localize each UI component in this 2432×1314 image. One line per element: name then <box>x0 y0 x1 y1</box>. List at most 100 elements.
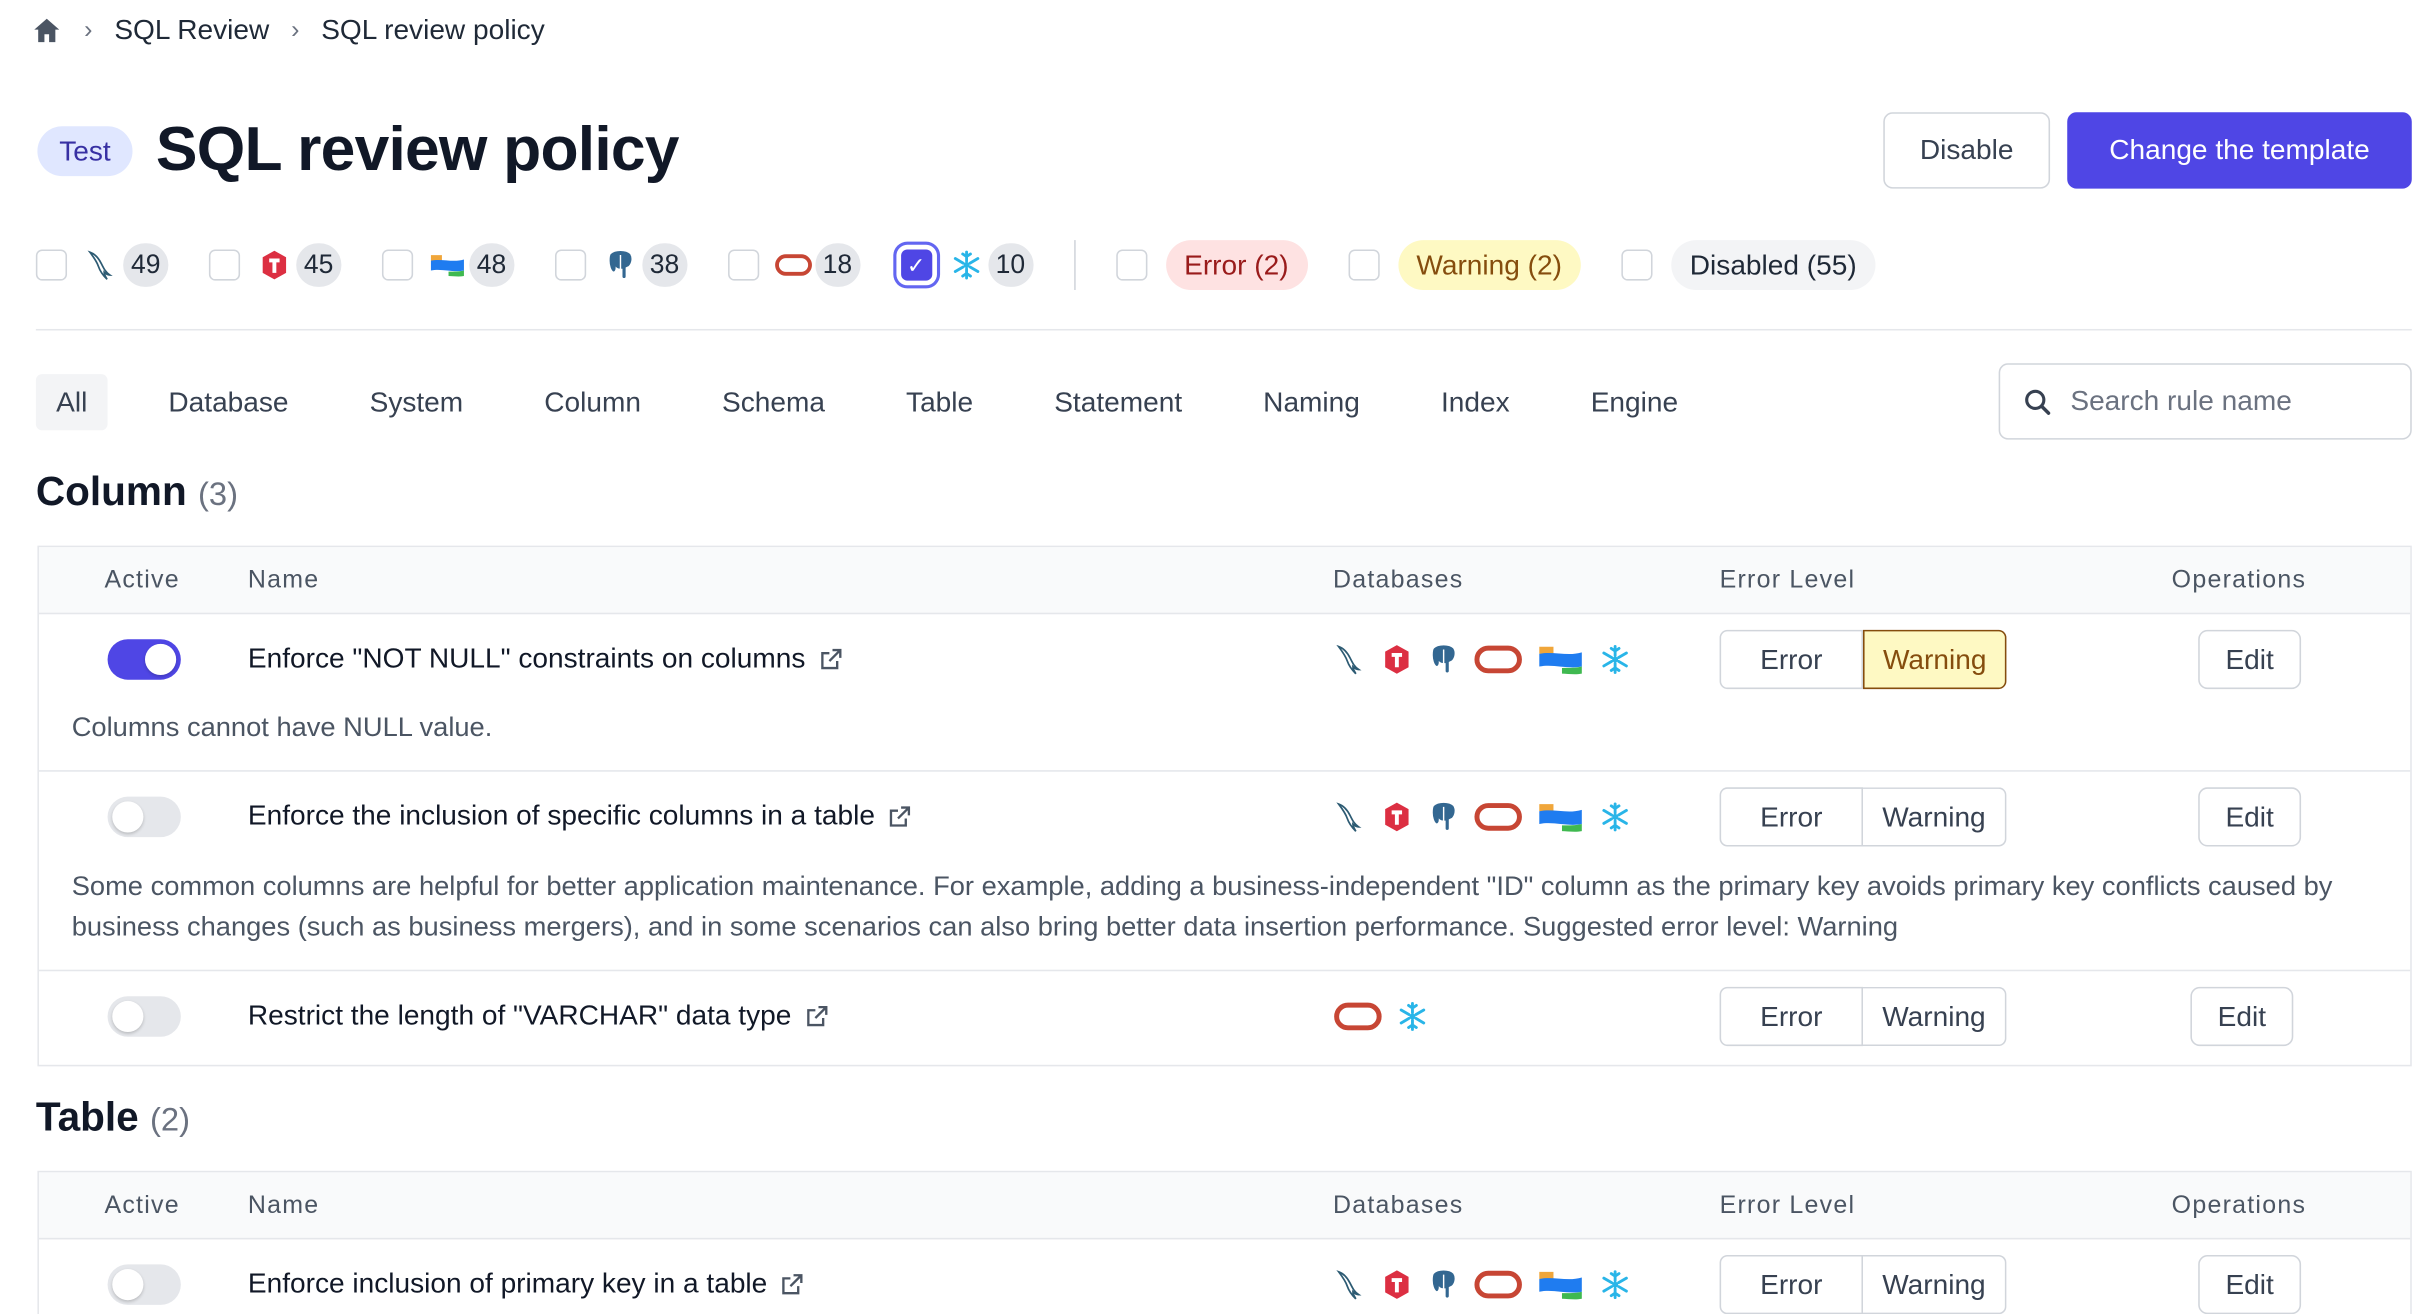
oceanbase-icon <box>1536 1267 1586 1301</box>
tab-column[interactable]: Column <box>544 386 641 418</box>
engine-filter-oracle[interactable]: 18 <box>727 243 860 287</box>
divider <box>35 328 2412 331</box>
table-row: Enforce inclusion of primary key in a ta… <box>39 1239 2410 1314</box>
active-toggle[interactable] <box>107 796 181 838</box>
checkbox[interactable] <box>35 249 68 281</box>
disable-button[interactable]: Disable <box>1883 112 2051 189</box>
checkbox[interactable] <box>1621 249 1653 281</box>
database-icons <box>1333 800 1632 834</box>
external-link-icon[interactable] <box>804 1003 829 1028</box>
active-toggle[interactable] <box>107 996 181 1037</box>
tab-schema[interactable]: Schema <box>722 386 825 418</box>
snowflake-icon <box>947 248 984 282</box>
level-warning-button[interactable]: Warning <box>1863 1254 2007 1314</box>
category-tabs: All Database System Column Schema Table Statem… <box>35 374 1739 431</box>
oracle-icon <box>1333 999 1383 1033</box>
tab-table[interactable]: Table <box>906 386 974 418</box>
chevron-right-icon: › <box>84 16 93 43</box>
level-warning-button[interactable]: Warning <box>1863 787 2007 847</box>
oracle-icon <box>1473 642 1523 676</box>
checkbox[interactable] <box>1115 249 1147 281</box>
rules-table: Active Name Databases Error Level Operat… <box>37 1170 2412 1314</box>
level-warning-button[interactable]: Warning <box>1863 629 2007 690</box>
edit-button[interactable]: Edit <box>2190 986 2294 1047</box>
level-error-button[interactable]: Error <box>1719 986 1864 1047</box>
level-filter[interactable]: Error (2) <box>1115 240 1348 290</box>
external-link-icon[interactable] <box>887 804 912 829</box>
postgresql-icon <box>601 248 638 282</box>
section-title: Column (3) <box>35 467 239 515</box>
checkbox[interactable] <box>381 249 413 281</box>
tidb-icon <box>1380 1267 1414 1301</box>
checkbox[interactable] <box>554 249 586 281</box>
external-link-icon[interactable] <box>818 646 843 671</box>
postgresql-icon <box>1426 642 1460 676</box>
mysql-icon <box>1333 800 1367 834</box>
change-template-button[interactable]: Change the template <box>2067 112 2412 189</box>
rule-count: 48 <box>469 243 515 287</box>
level-warning-button[interactable]: Warning <box>1863 986 2007 1047</box>
edit-button[interactable]: Edit <box>2198 629 2302 690</box>
active-toggle[interactable] <box>107 639 181 680</box>
database-icons <box>1333 999 1430 1033</box>
edit-button[interactable]: Edit <box>2198 1254 2302 1314</box>
column-name: Name <box>247 567 320 594</box>
engine-filter-oceanbase[interactable]: 48 <box>381 243 515 287</box>
tab-statement[interactable]: Statement <box>1054 386 1183 418</box>
postgresql-icon <box>1426 1267 1460 1301</box>
environment-badge: Test <box>37 126 133 177</box>
rule-name[interactable]: Enforce "NOT NULL" constraints on column… <box>247 642 806 674</box>
table-row: Restrict the length of "VARCHAR" data ty… <box>39 971 2410 1065</box>
tab-engine[interactable]: Engine <box>1590 386 1679 418</box>
level-filter[interactable]: Disabled (55) <box>1621 240 1916 290</box>
level-badge: Error (2) <box>1165 240 1308 290</box>
engine-filter-mysql[interactable]: 49 <box>35 243 169 287</box>
level-filter[interactable]: Warning (2) <box>1347 240 1621 290</box>
oracle-icon <box>1473 1267 1523 1301</box>
divider <box>1073 240 1075 290</box>
rule-description: Some common columns are helpful for bett… <box>71 869 2333 942</box>
mysql-icon <box>1333 642 1367 676</box>
database-icons <box>1333 1267 1632 1301</box>
rule-count: 10 <box>987 243 1033 287</box>
tidb-icon <box>1380 800 1414 834</box>
checkbox[interactable] <box>1347 249 1379 281</box>
table-header: Active Name Databases Error Level Operat… <box>38 1172 2411 1240</box>
level-badge: Disabled (55) <box>1671 240 1876 290</box>
section-title: Table (2) <box>35 1092 191 1140</box>
error-level-selector: Error Warning <box>1719 1254 2007 1314</box>
search-input[interactable] <box>2070 385 2383 418</box>
checkbox[interactable] <box>208 249 240 281</box>
tab-index[interactable]: Index <box>1440 386 1510 418</box>
tab-all[interactable]: All <box>35 374 108 431</box>
snowflake-icon <box>1598 1267 1632 1301</box>
tab-naming[interactable]: Naming <box>1263 386 1360 418</box>
search-box[interactable] <box>1998 363 2412 440</box>
column-error-level: Error Level <box>1719 567 1856 594</box>
rule-name[interactable]: Enforce the inclusion of specific column… <box>247 799 875 831</box>
level-error-button[interactable]: Error <box>1719 629 1864 690</box>
tidb-icon <box>1380 642 1414 676</box>
oracle-icon <box>1473 800 1523 834</box>
checkbox[interactable]: ✓ <box>900 249 932 281</box>
external-link-icon[interactable] <box>780 1271 805 1296</box>
column-error-level: Error Level <box>1719 1192 1856 1220</box>
engine-filter-tidb[interactable]: 45 <box>208 243 342 287</box>
checkbox[interactable] <box>727 249 759 281</box>
home-icon[interactable] <box>31 15 62 46</box>
engine-filter-postgresql[interactable]: 38 <box>554 243 688 287</box>
engine-filter-snowflake[interactable]: ✓ 10 <box>900 243 1033 287</box>
column-name: Name <box>247 1192 320 1220</box>
active-toggle[interactable] <box>107 1264 181 1305</box>
column-databases: Databases <box>1332 567 1464 594</box>
rule-name[interactable]: Enforce inclusion of primary key in a ta… <box>247 1267 768 1299</box>
tab-database[interactable]: Database <box>168 386 289 418</box>
breadcrumb-sql-review[interactable]: SQL Review <box>114 14 270 46</box>
rule-name[interactable]: Restrict the length of "VARCHAR" data ty… <box>247 999 792 1031</box>
level-error-button[interactable]: Error <box>1719 787 1864 847</box>
mysql-icon <box>83 248 120 282</box>
rule-count: 49 <box>123 243 169 287</box>
level-error-button[interactable]: Error <box>1719 1254 1864 1314</box>
tab-system[interactable]: System <box>369 386 464 418</box>
edit-button[interactable]: Edit <box>2198 787 2302 847</box>
